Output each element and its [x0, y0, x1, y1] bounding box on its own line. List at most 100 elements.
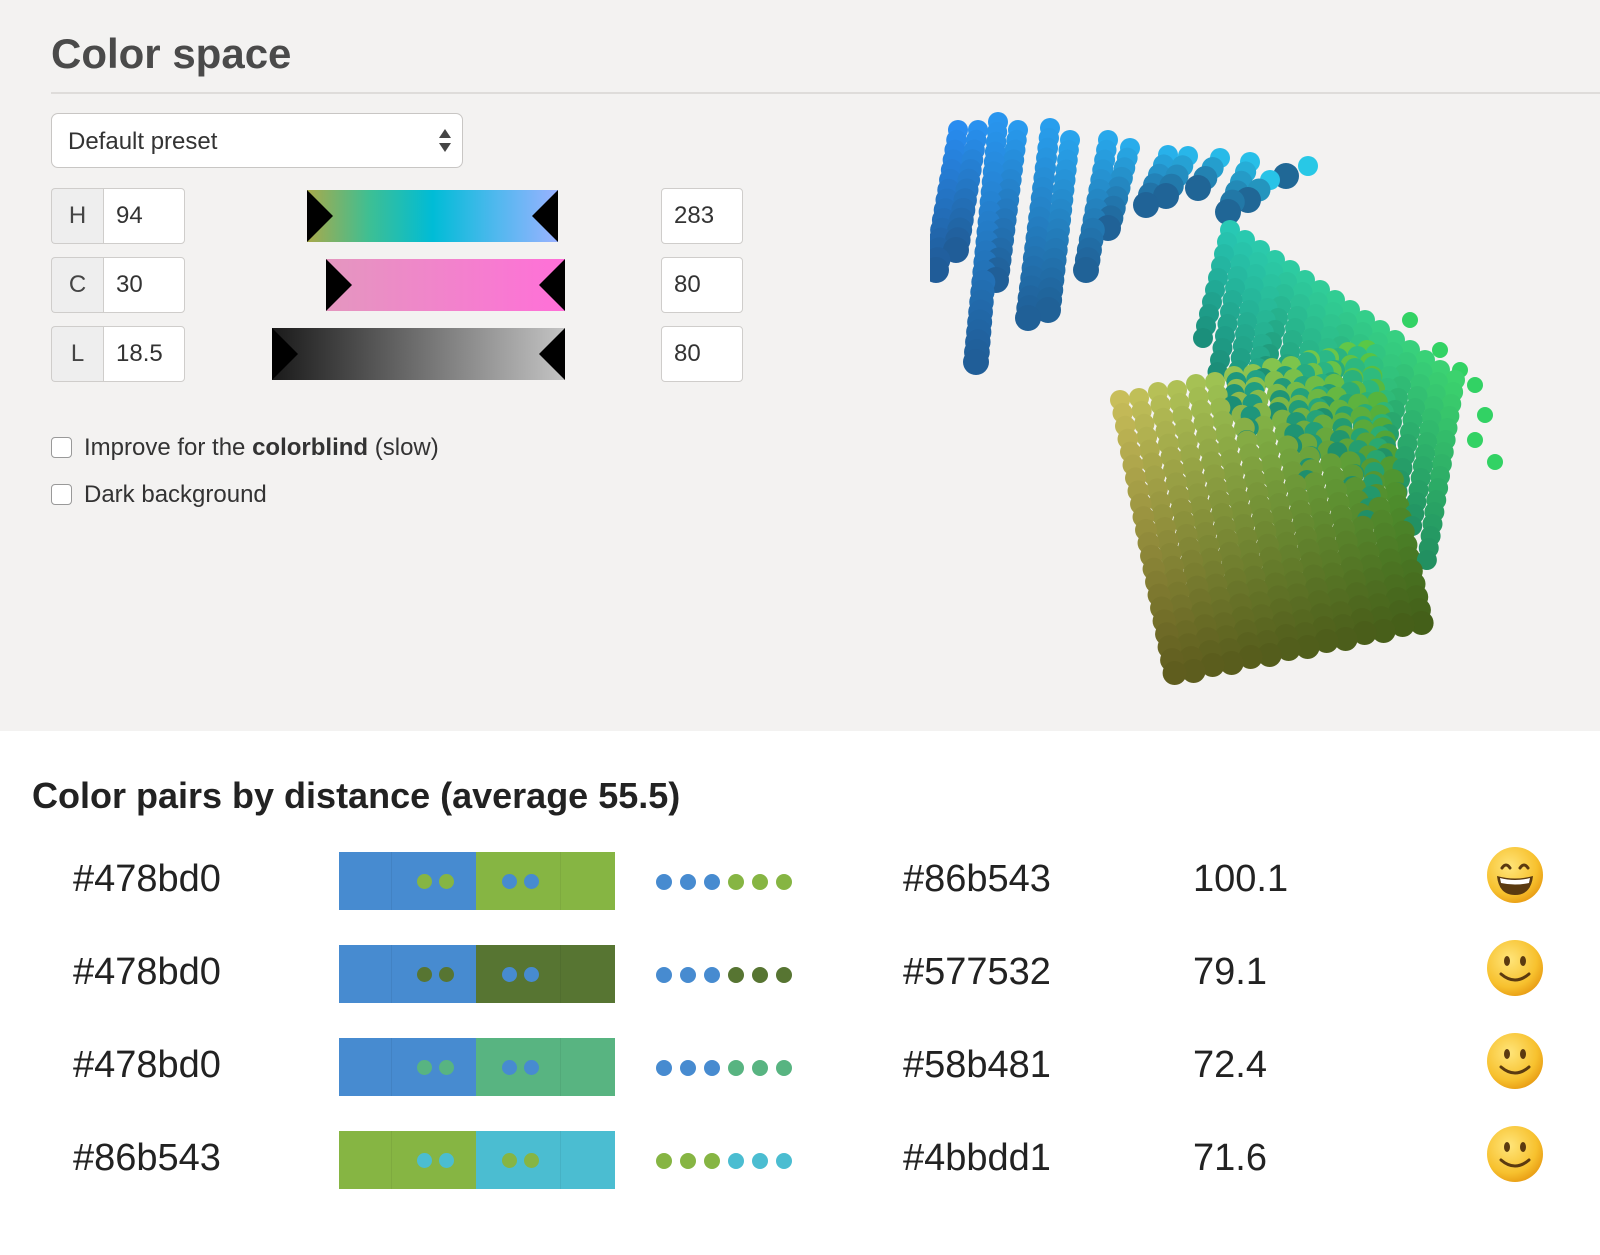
sample-dot [656, 1060, 672, 1076]
swatch-dot [439, 1153, 454, 1168]
chroma-min-handle[interactable] [326, 259, 352, 311]
dark-background-label: Dark background [84, 481, 267, 508]
sample-dot [728, 1153, 744, 1169]
color-point [1219, 651, 1244, 675]
color-point [1185, 175, 1211, 201]
hue-min-handle[interactable] [307, 190, 333, 242]
color-b-hex: #577532 [903, 951, 1051, 993]
hue-range-slider[interactable] [307, 190, 558, 242]
pair-distance: 79.1 [1193, 951, 1267, 993]
sample-dot [656, 1153, 672, 1169]
sample-dot [752, 967, 768, 983]
colorblind-checkbox[interactable] [51, 437, 72, 458]
color-b-hex: #4bbdd1 [903, 1137, 1051, 1179]
color-point [1193, 328, 1213, 348]
swatch-segment [476, 1131, 560, 1189]
lightness-range-row: L 18.5 80 [51, 326, 743, 382]
swatch-segment [391, 945, 476, 1003]
chroma-max-handle[interactable] [539, 259, 565, 311]
color-point [963, 349, 989, 375]
smile-face-icon [1487, 1033, 1543, 1089]
pair-distance: 72.4 [1193, 1044, 1267, 1086]
sample-dot [704, 967, 720, 983]
chroma-label: C [51, 257, 103, 313]
hue-max-handle[interactable] [532, 190, 558, 242]
swatch-segment [339, 1131, 391, 1189]
color-point [1295, 635, 1320, 659]
color-space-title: Color space [51, 30, 292, 77]
colorblind-option-label: Improve for the colorblind (slow) [84, 434, 439, 461]
sample-dot [680, 967, 696, 983]
swatch-dot [524, 874, 539, 889]
color-b-hex: #86b543 [903, 858, 1051, 900]
pair-swatch [339, 945, 615, 1003]
dark-background-checkbox[interactable] [51, 484, 72, 505]
swatch-segment [560, 852, 615, 910]
lightness-min-input[interactable]: 18.5 [103, 326, 185, 382]
lightness-label: L [51, 326, 103, 382]
select-arrows-icon [438, 126, 452, 156]
color-point [1238, 645, 1263, 669]
color-a-hex: #478bd0 [73, 858, 221, 900]
lightness-max-handle[interactable] [539, 328, 565, 380]
color-point [1298, 156, 1318, 176]
color-point [1153, 183, 1179, 209]
smile-face-icon [1487, 940, 1543, 996]
color-point [1257, 643, 1282, 667]
swatch-dot [417, 874, 432, 889]
sample-dot [752, 874, 768, 890]
chroma-range-slider[interactable] [326, 259, 565, 311]
sample-dot [728, 1060, 744, 1076]
color-point [1477, 407, 1493, 423]
pair-swatch [339, 1038, 615, 1096]
color-point [1215, 199, 1241, 225]
sample-dot [752, 1153, 768, 1169]
hue-max-input[interactable]: 283 [661, 188, 743, 244]
color-point [1371, 619, 1396, 643]
sample-dot [776, 874, 792, 890]
color-pair-row: #86b543 #4bbdd1 71.6 [0, 1126, 1600, 1189]
color-pair-row: #478bd0 #86b543 100.1 [0, 847, 1600, 910]
color-point [1390, 613, 1415, 637]
swatch-segment [476, 945, 560, 1003]
preset-select[interactable]: Default preset [51, 113, 463, 168]
swatch-dot [524, 1060, 539, 1075]
sample-dot [728, 874, 744, 890]
color-a-hex: #478bd0 [73, 1044, 221, 1086]
sample-dot [680, 874, 696, 890]
chroma-max-input[interactable]: 80 [661, 257, 743, 313]
lightness-min-handle[interactable] [272, 328, 298, 380]
swatch-dot [502, 1060, 517, 1075]
color-point [1181, 659, 1206, 683]
sample-dot [776, 1060, 792, 1076]
swatch-dot [524, 967, 539, 982]
color-point [1352, 621, 1377, 645]
pair-dots [656, 1153, 806, 1169]
lightness-range-slider[interactable] [272, 328, 565, 380]
hue-label: H [51, 188, 103, 244]
sample-dot [776, 967, 792, 983]
swatch-dot [417, 967, 432, 982]
pair-dots [656, 1060, 806, 1076]
swatch-segment [339, 852, 391, 910]
swatch-segment [476, 1038, 560, 1096]
swatch-dot [439, 967, 454, 982]
swatch-segment [560, 945, 615, 1003]
sample-dot [704, 1153, 720, 1169]
lightness-max-input[interactable]: 80 [661, 326, 743, 382]
hue-min-input[interactable]: 94 [103, 188, 185, 244]
swatch-dot [502, 967, 517, 982]
sample-dot [656, 967, 672, 983]
pair-swatch [339, 852, 615, 910]
smile-face-icon [1487, 1126, 1543, 1182]
chroma-range-row: C 30 80 [51, 257, 743, 313]
chroma-min-input[interactable]: 30 [103, 257, 185, 313]
color-pair-row: #478bd0 #58b481 72.4 [0, 1033, 1600, 1096]
swatch-segment [339, 945, 391, 1003]
swatch-segment [560, 1131, 615, 1189]
color-point [1314, 629, 1339, 653]
color-point [1333, 627, 1358, 651]
swatch-dot [502, 1153, 517, 1168]
swatch-dot [502, 874, 517, 889]
color-point [1467, 377, 1483, 393]
